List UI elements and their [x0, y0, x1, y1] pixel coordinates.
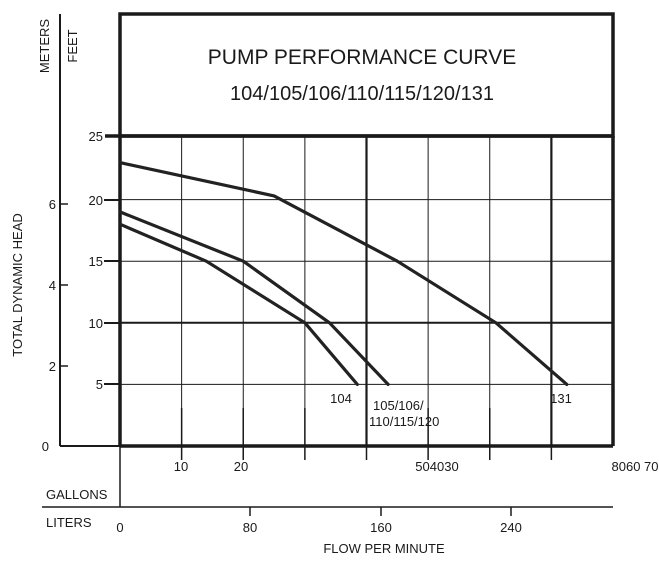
feet-tick-label: 5 — [96, 377, 103, 392]
feet-tick-label: 10 — [89, 316, 103, 331]
gallons-row-label: GALLONS — [46, 487, 108, 502]
liter-tick-label: 240 — [500, 520, 522, 535]
meters-unit-label: METERS — [37, 19, 52, 74]
meter-tick-label: 6 — [49, 197, 56, 212]
gallon-tick-label: 10 — [174, 459, 188, 474]
curve-series-0 — [118, 222, 359, 386]
gallon-tick-label: 504030 — [415, 459, 458, 474]
chart-subtitle: 104/105/106/110/115/120/131 — [230, 83, 494, 105]
title-box — [118, 12, 615, 138]
liter-ticks — [249, 507, 512, 516]
series-label-105-line1: 105/106/ — [373, 398, 424, 413]
liter-tick-label: 0 — [116, 520, 123, 535]
meter-tick-label: 4 — [49, 278, 56, 293]
grid — [120, 136, 613, 460]
series-label-105-line2: 110/115/120 — [369, 414, 439, 429]
feet-tick-label: 25 — [89, 129, 103, 144]
liters-row-label: LITERS — [46, 515, 92, 530]
feet-tick-label: 0 — [42, 439, 49, 454]
curves — [118, 161, 569, 386]
x-axis-rows — [42, 446, 613, 508]
feet-tick-label: 20 — [89, 193, 103, 208]
x-axis-title: FLOW PER MINUTE — [323, 541, 445, 556]
gallon-tick-label: 8060 70 — [612, 459, 659, 474]
series-label-131: 131 — [550, 391, 572, 406]
y-axis-title: TOTAL DYNAMIC HEAD — [10, 213, 25, 357]
liter-tick-label: 160 — [370, 520, 392, 535]
curve-series-1 — [118, 210, 390, 386]
feet-unit-label: FEET — [65, 29, 80, 62]
chart-title: PUMP PERFORMANCE CURVE — [208, 46, 516, 69]
y-axis — [59, 14, 120, 447]
meter-tick-label: 2 — [49, 359, 56, 374]
curve-series-2 — [118, 161, 569, 386]
feet-tick-label: 15 — [89, 254, 103, 269]
gallon-tick-label: 20 — [234, 459, 248, 474]
series-label-104: 104 — [330, 391, 352, 406]
liter-tick-label: 80 — [243, 520, 257, 535]
